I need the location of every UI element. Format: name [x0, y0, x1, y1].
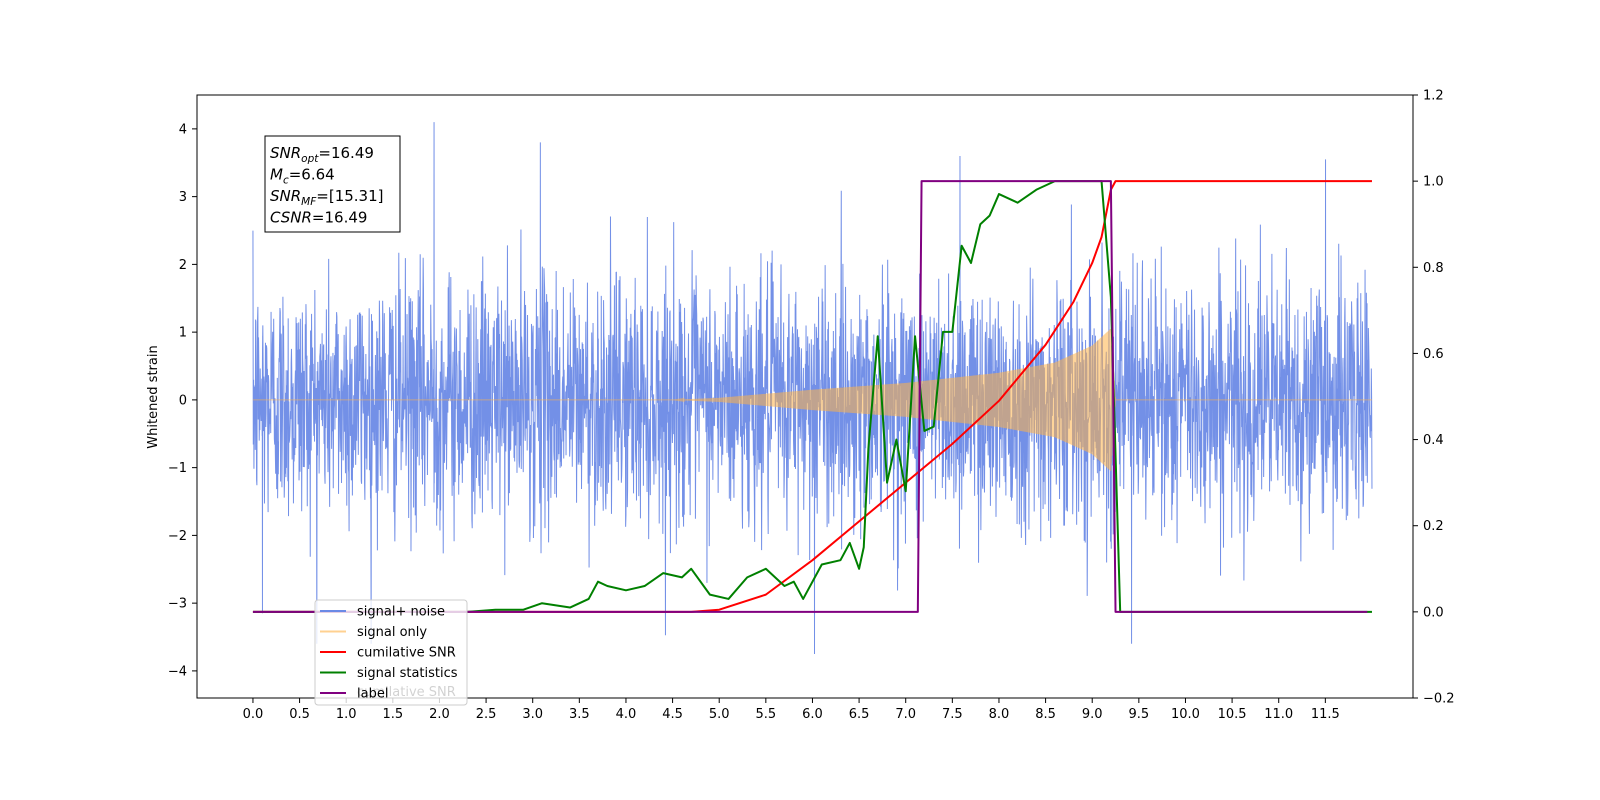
legend-item-label: label: [320, 687, 388, 702]
y-tick-label: 1: [179, 326, 187, 341]
series-layer: [252, 122, 1373, 654]
y2-tick-label: 0.8: [1423, 261, 1444, 276]
annotation-line: CSNR=16.49: [270, 209, 367, 227]
annotation-symbol: SNR: [270, 187, 301, 205]
y2-tick-label: 1.2: [1423, 89, 1444, 104]
annotation-box: SNRopt=16.49Mc=6.64SNRMF=[15.31]CSNR=16.…: [264, 135, 401, 233]
y-tick-label: −1: [168, 461, 187, 476]
legend-ghost-label: cumilative SNR: [357, 685, 456, 700]
series-signal-plus-noise: [252, 122, 1373, 654]
x-tick-label: 9.0: [1082, 707, 1103, 722]
series-signal-statistics: [252, 180, 1372, 613]
y2-tick-label: 0.6: [1423, 347, 1444, 362]
y2-tick-label: −0.2: [1423, 692, 1455, 707]
annotation-value: =6.64: [289, 166, 335, 184]
annotation-line: SNRopt=16.49: [270, 144, 374, 165]
legend-label: label: [357, 687, 388, 702]
x-tick-label: 2.5: [476, 707, 497, 722]
legend-item-signal-statistics: signal statistics: [320, 666, 458, 681]
x-tick-label: 10.5: [1218, 707, 1247, 722]
x-tick-label: 0.5: [289, 707, 310, 722]
annotation-symbol: SNR: [270, 144, 301, 162]
y2-tick-label: 0.2: [1423, 519, 1444, 534]
legend-label: signal+ noise: [357, 605, 445, 620]
y-tick-label: 0: [179, 393, 187, 408]
annotation-line: Mc=6.64: [270, 166, 335, 187]
x-tick-label: 7.0: [895, 707, 916, 722]
annotation-symbol: M: [270, 166, 283, 184]
x-tick-label: 6.5: [849, 707, 870, 722]
legend-item-cumilative-snr: cumilative SNR: [320, 646, 456, 661]
x-tick-label: 10.0: [1171, 707, 1200, 722]
y2-tick-label: 1.0: [1423, 175, 1444, 190]
y2-tick-label: 0.0: [1423, 605, 1444, 620]
y-tick-label: −2: [168, 529, 187, 544]
annotation-value: =16.49: [318, 144, 374, 162]
x-tick-label: 8.0: [989, 707, 1010, 722]
plot-frame: [196, 94, 1414, 699]
legend-item-signal-only: signal only: [320, 625, 427, 640]
x-tick-label: 1.5: [382, 707, 403, 722]
x-tick-label: 3.5: [569, 707, 590, 722]
legend-item-signal-plus-noise: signal+ noise: [320, 605, 445, 620]
annotation-subscript: MF: [301, 196, 317, 208]
series-cumilative-snr: [252, 180, 1372, 613]
series-label: [252, 180, 1368, 613]
y-tick-label: 4: [179, 122, 187, 137]
legend-label: cumilative SNR: [357, 646, 456, 661]
x-tick-label: 5.0: [709, 707, 730, 722]
y2-tick-label: 0.4: [1423, 433, 1444, 448]
y-axis-left: −4 −3 −2 −1 0 1 2 3 4: [168, 122, 197, 679]
annotation-subscript: c: [283, 175, 289, 187]
legend-frame: [314, 599, 468, 706]
x-tick-label: 7.5: [942, 707, 963, 722]
annotation-line: SNRMF=[15.31]: [270, 187, 384, 208]
x-tick-label: 9.5: [1128, 707, 1149, 722]
x-tick-label: 11.5: [1311, 707, 1340, 722]
x-tick-label: 6.0: [802, 707, 823, 722]
y-axis-label: Whitened strain: [146, 345, 161, 448]
y-axis-right: −0.2 0.0 0.2 0.4 0.6 0.8 1.0 1.2: [1413, 89, 1455, 707]
legend: signal+ noise signal only cumilative SNR si…: [314, 599, 468, 706]
annotation-subscript: opt: [301, 153, 319, 165]
x-axis: 0.0 0.5 1.0 1.5 2.0 2.5 3.0 3.5 4.0 4.5 5.0 5.5 6.0 6…: [243, 698, 1340, 722]
x-tick-label: 0.0: [243, 707, 264, 722]
annotation-value: =16.49: [312, 209, 368, 227]
annotation-frame: [264, 135, 401, 233]
x-tick-label: 2.0: [429, 707, 450, 722]
legend-label: signal only: [357, 625, 427, 640]
y-tick-label: 3: [179, 190, 187, 205]
annotation-symbol: CSNR: [270, 209, 312, 227]
x-tick-label: 4.0: [616, 707, 637, 722]
x-tick-label: 5.5: [755, 707, 776, 722]
y-tick-label: 2: [179, 258, 187, 273]
y-tick-label: −4: [168, 664, 187, 679]
legend-label: signal statistics: [357, 666, 458, 681]
x-tick-label: 8.5: [1035, 707, 1056, 722]
x-tick-label: 1.0: [336, 707, 357, 722]
x-tick-label: 4.5: [662, 707, 683, 722]
x-tick-label: 11.0: [1264, 707, 1293, 722]
annotation-value: =[15.31]: [316, 187, 383, 205]
y-tick-label: −3: [168, 597, 187, 612]
series-signal-only: [252, 329, 1372, 471]
x-tick-label: 3.0: [522, 707, 543, 722]
